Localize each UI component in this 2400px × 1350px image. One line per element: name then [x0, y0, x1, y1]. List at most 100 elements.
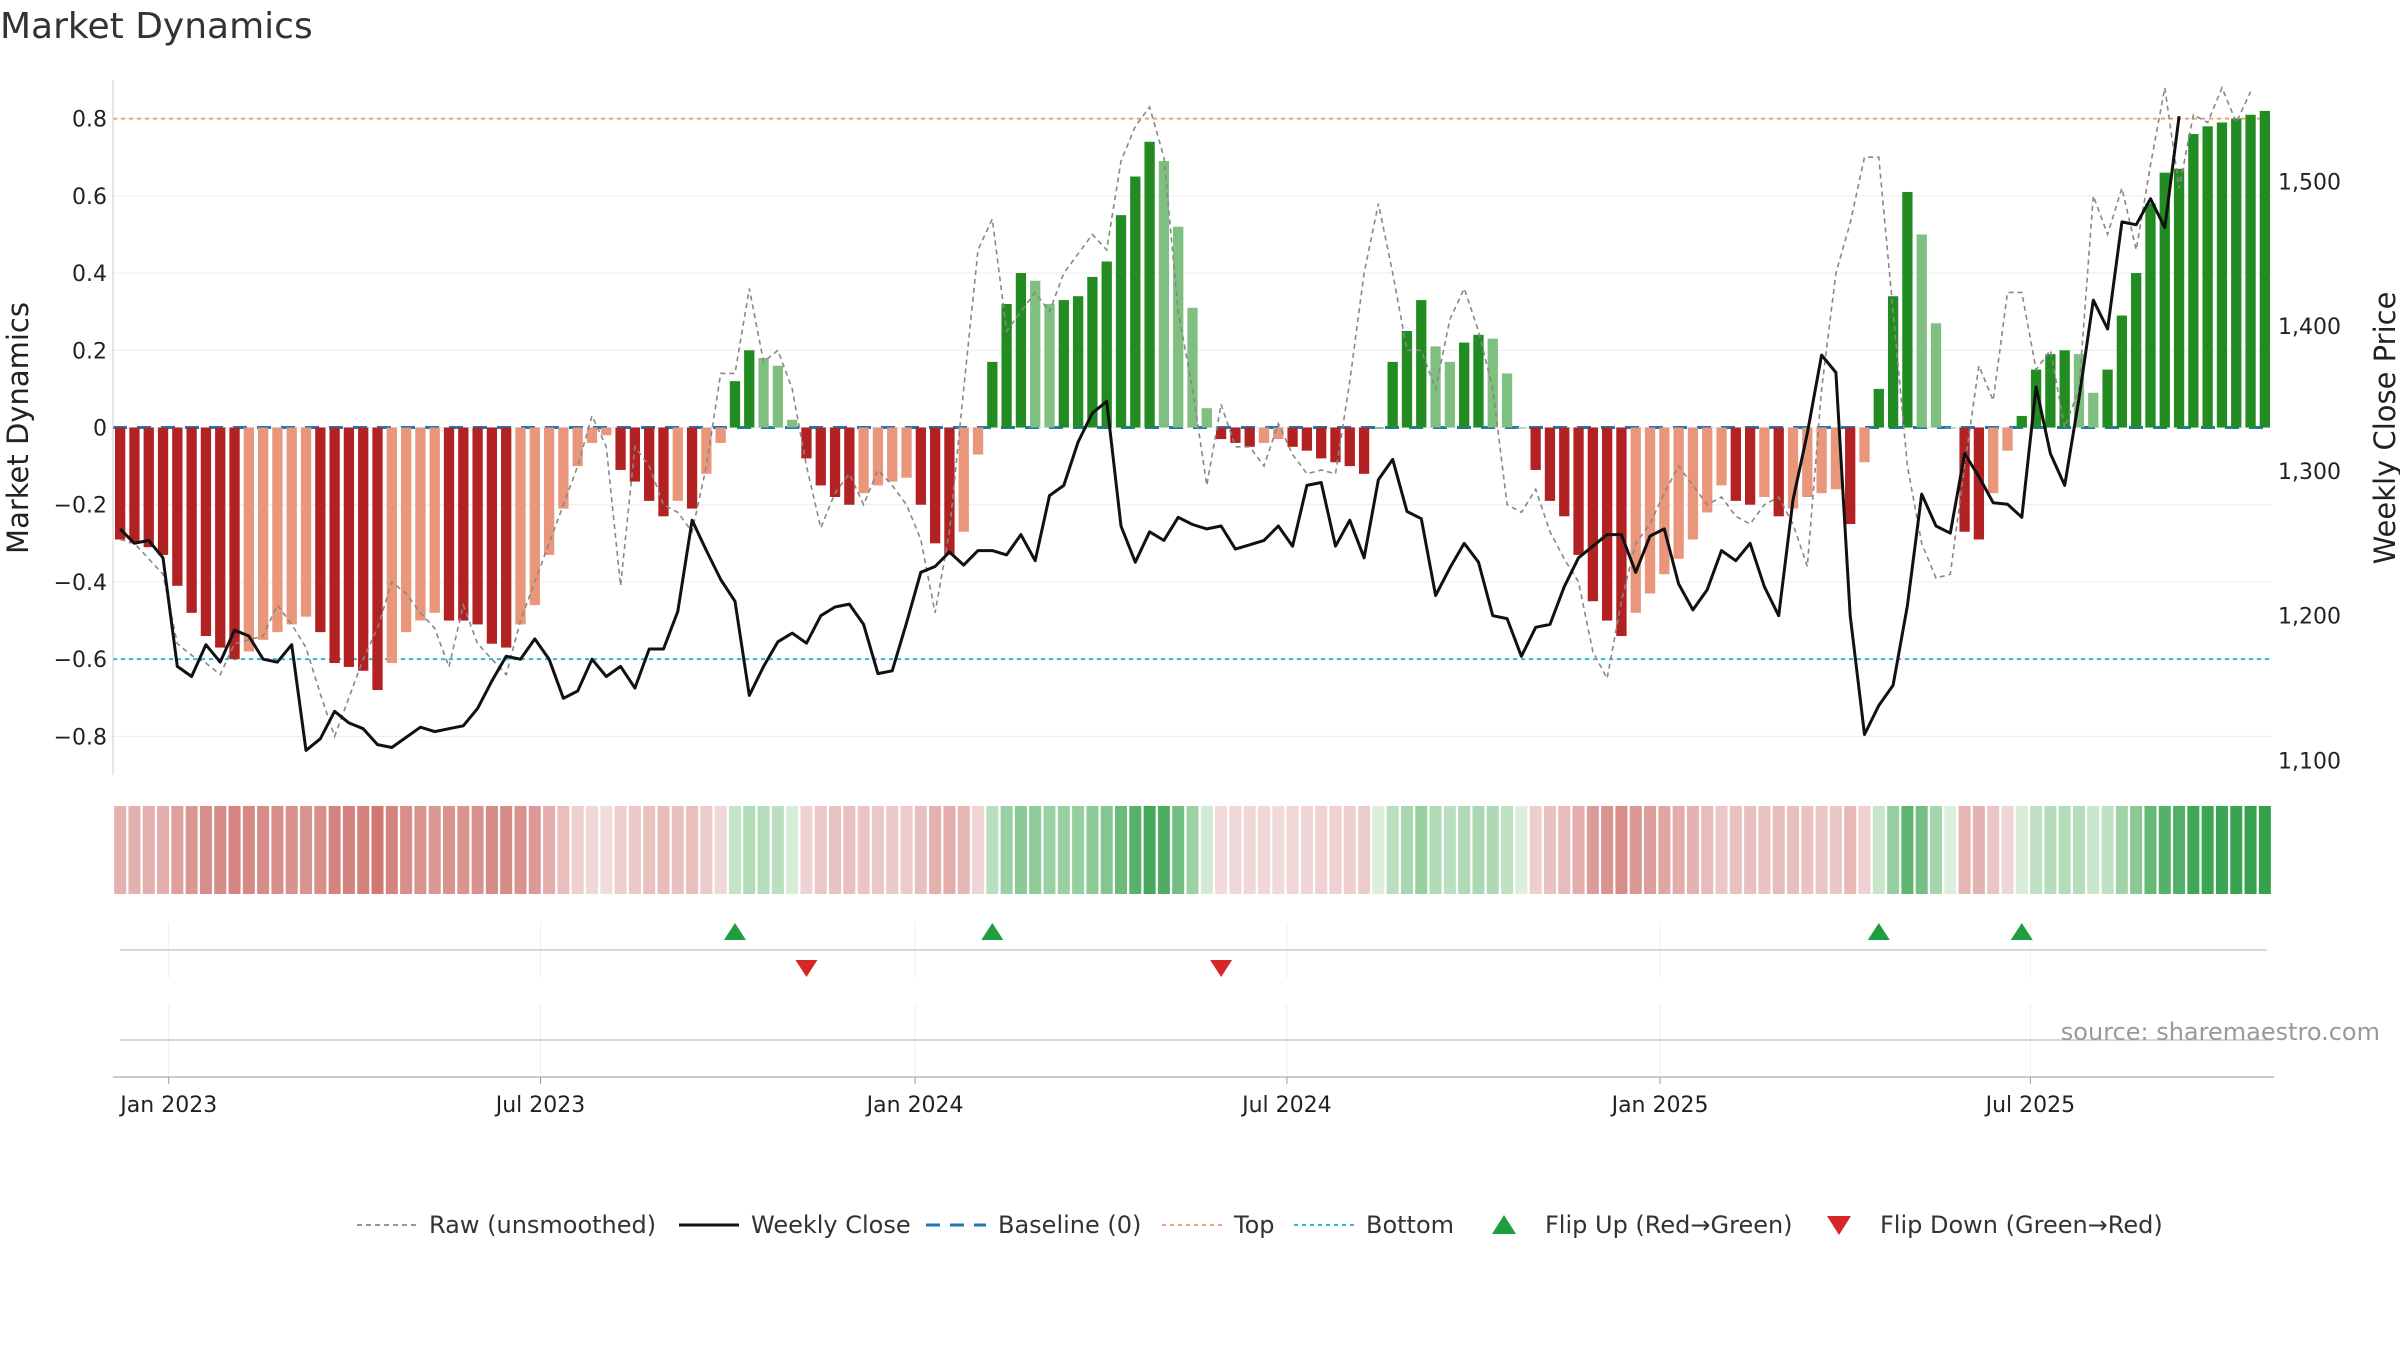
heat-strip-cell	[1400, 806, 1413, 894]
momentum-bar	[143, 427, 154, 548]
heat-strip-cell	[228, 806, 241, 894]
momentum-bar	[472, 427, 483, 625]
momentum-bar	[358, 427, 369, 671]
line-series	[119, 85, 2252, 752]
momentum-bar	[1744, 427, 1756, 505]
heat-strip-cell	[914, 806, 927, 894]
heat-strip-cell	[2201, 806, 2214, 894]
heat-strip-cell	[771, 806, 784, 894]
weekly-close-line	[119, 116, 2181, 752]
momentum-bar	[458, 427, 469, 621]
heat-strip-cell	[485, 806, 498, 894]
heat-strip-cell	[1844, 806, 1857, 894]
momentum-bar	[1873, 388, 1884, 428]
heat-strip-cell	[1072, 806, 1085, 894]
heat-strip-cell	[271, 806, 284, 894]
heat-strip-cell	[199, 806, 212, 894]
heat-strip-cell	[400, 806, 413, 894]
heat-strip-cell	[1229, 806, 1242, 894]
momentum-bar	[1373, 427, 1384, 429]
momentum-bar	[1787, 427, 1799, 509]
heat-strip-cell	[857, 806, 870, 894]
heat-strip-cell	[1343, 806, 1356, 894]
left-y-axis-label: Market Dynamics	[1, 302, 35, 554]
x-tick-label: Jan 2023	[118, 1093, 217, 1118]
momentum-bar	[1030, 280, 1041, 428]
heat-strip-cell	[1472, 806, 1485, 894]
heat-strip-cell	[743, 806, 756, 894]
momentum-bar	[443, 427, 455, 621]
momentum-bar	[972, 427, 984, 455]
momentum-bar	[2259, 110, 2270, 428]
heat-strip-cell	[1929, 806, 1943, 894]
heat-strip-cell	[1815, 806, 1828, 894]
heat-strip-cell	[1143, 806, 1156, 894]
heat-strip-cell	[157, 806, 170, 894]
momentum-bar	[1644, 427, 1656, 594]
heat-strip-cell	[829, 806, 842, 894]
momentum-bar	[1330, 427, 1341, 463]
flip-up-marker	[981, 923, 1004, 940]
right-tick-label: 1,200	[2278, 605, 2341, 630]
heat-strip-cell	[2130, 806, 2143, 894]
legend-label-flip_down: Flip Down (Green→Red)	[1880, 1211, 2163, 1239]
heat-strip-cell	[1758, 806, 1771, 894]
heat-strip-cell	[214, 806, 227, 894]
momentum-bar	[129, 427, 140, 544]
momentum-bar	[1959, 427, 1970, 532]
momentum-bar	[715, 427, 726, 443]
momentum-bar	[1673, 427, 1684, 559]
momentum-bar	[1044, 303, 1055, 428]
heat-strip-cell	[571, 806, 584, 894]
heat-strip-cell	[528, 806, 541, 894]
heat-strip-cell	[700, 806, 713, 894]
heat-strip-cell	[1872, 806, 1885, 894]
momentum-bar	[1716, 427, 1727, 486]
heat-strip-cell	[1286, 806, 1299, 894]
heat-strip-cell	[1429, 806, 1442, 894]
momentum-bar	[658, 427, 669, 517]
heat-strip-cell	[2030, 806, 2043, 894]
momentum-bar	[1945, 427, 1956, 429]
heat-strip-cell	[142, 806, 155, 894]
heat-strip-cell	[185, 806, 198, 894]
momentum-bar	[172, 427, 183, 586]
momentum-bar	[2131, 273, 2142, 428]
momentum-bar	[2045, 354, 2056, 428]
heat-strip-cell	[1887, 806, 1900, 894]
heat-strip-cell	[171, 806, 184, 894]
momentum-bar	[1773, 427, 1784, 517]
momentum-bar	[987, 361, 998, 428]
momentum-bar	[901, 427, 912, 478]
momentum-bar	[1087, 276, 1098, 428]
momentum-bar	[2159, 172, 2170, 428]
left-tick-label: 0.8	[72, 108, 107, 133]
momentum-bar	[1702, 427, 1713, 513]
momentum-bar	[558, 427, 569, 509]
momentum-bar	[1659, 427, 1670, 575]
heat-strip-cell	[957, 806, 970, 894]
heat-strip-cell	[1043, 806, 1056, 894]
momentum-bar	[1616, 427, 1627, 636]
momentum-bar	[1344, 427, 1355, 467]
heat-strip-cell	[1586, 806, 1599, 894]
momentum-bar	[629, 427, 641, 482]
momentum-bar	[2245, 114, 2256, 428]
momentum-bar	[429, 427, 440, 613]
heat-strip-cell	[600, 806, 613, 894]
momentum-bar	[1201, 408, 1212, 428]
momentum-bar	[1916, 234, 1927, 428]
momentum-bar	[772, 365, 784, 428]
heat-strip-cell	[1801, 806, 1814, 894]
momentum-bar	[2116, 315, 2128, 428]
heat-strip-cell	[1729, 806, 1742, 894]
heat-strip-cell	[2158, 806, 2171, 894]
momentum-bar	[2145, 203, 2156, 428]
momentum-bar	[186, 427, 197, 613]
momentum-bar	[200, 427, 212, 636]
momentum-bar	[844, 427, 855, 505]
heat-strip-cell	[614, 806, 627, 894]
momentum-bar	[2202, 126, 2213, 428]
heat-strip-cell	[1129, 806, 1142, 894]
